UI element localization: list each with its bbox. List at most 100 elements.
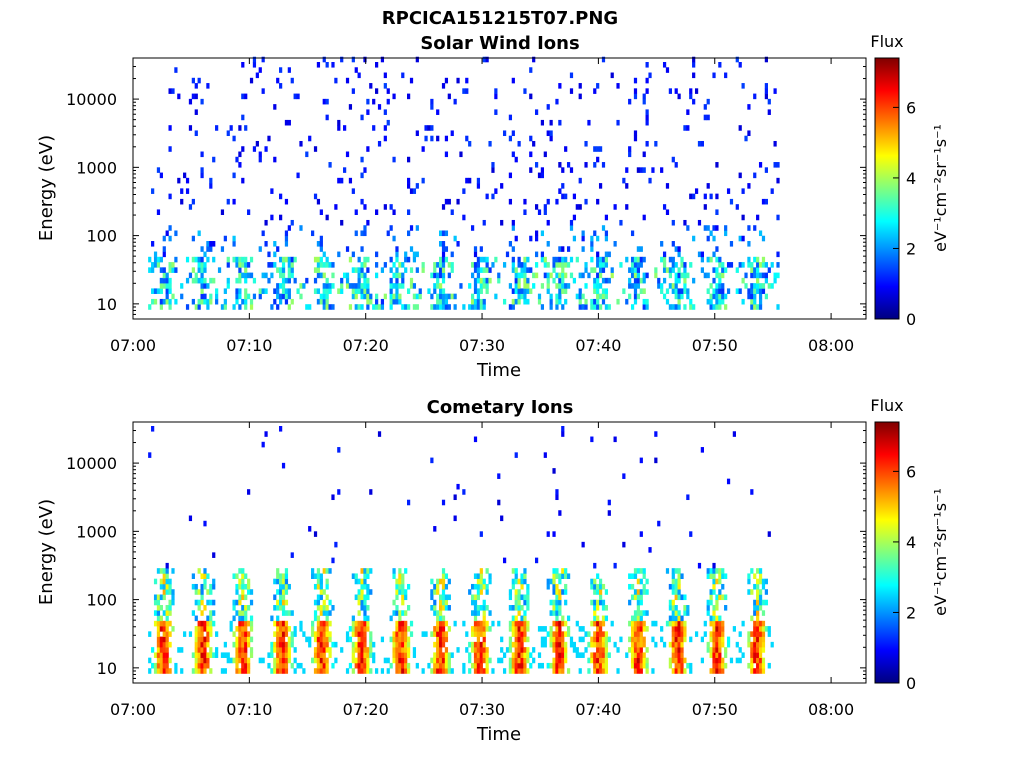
heatmap-cell bbox=[770, 188, 774, 194]
heatmap-cell bbox=[473, 267, 478, 273]
heatmap-cell bbox=[607, 499, 611, 506]
heatmap-cell bbox=[564, 256, 568, 263]
heatmap-cell bbox=[694, 88, 699, 94]
heatmap-cell bbox=[444, 198, 449, 205]
heatmap-cell bbox=[360, 641, 364, 648]
heatmap-cell bbox=[581, 246, 585, 252]
heatmap-cell bbox=[430, 98, 434, 105]
heatmap-cell bbox=[380, 668, 385, 674]
heatmap-cell bbox=[674, 615, 678, 622]
heatmap-cell bbox=[633, 93, 638, 100]
heatmap-cell bbox=[558, 578, 562, 585]
heatmap-cell bbox=[357, 277, 361, 284]
heatmap-cell bbox=[767, 109, 771, 115]
heatmap-cell bbox=[383, 293, 387, 300]
heatmap-cell bbox=[601, 293, 606, 300]
heatmap-cell bbox=[299, 225, 303, 231]
heatmap-cell bbox=[360, 662, 364, 669]
heatmap-cell bbox=[758, 662, 763, 669]
heatmap-cell bbox=[235, 652, 239, 658]
heatmap-cell bbox=[761, 668, 766, 674]
heatmap-cell bbox=[290, 662, 294, 669]
heatmap-cell bbox=[470, 583, 475, 590]
heatmap-cell bbox=[357, 578, 361, 585]
heatmap-cell bbox=[407, 183, 411, 189]
heatmap-cell bbox=[398, 668, 402, 674]
heatmap-cell bbox=[331, 557, 335, 564]
heatmap-cell bbox=[351, 641, 355, 648]
heatmap-cell bbox=[276, 568, 280, 574]
heatmap-cell bbox=[642, 583, 646, 590]
heatmap-cell bbox=[523, 636, 527, 643]
heatmap-cell bbox=[604, 647, 609, 653]
heatmap-cell bbox=[601, 620, 606, 627]
heatmap-cell bbox=[168, 146, 172, 152]
heatmap-cell bbox=[345, 277, 350, 284]
heatmap-cell bbox=[165, 610, 169, 616]
heatmap-cell bbox=[485, 647, 489, 653]
heatmap-cell bbox=[549, 610, 553, 616]
heatmap-cell bbox=[639, 657, 643, 664]
heatmap-cell bbox=[316, 641, 321, 648]
heatmap-cell bbox=[520, 293, 524, 300]
heatmap-cell bbox=[284, 647, 289, 653]
heatmap-cell bbox=[761, 657, 766, 664]
heatmap-cell bbox=[596, 304, 600, 310]
heatmap-cell bbox=[395, 662, 399, 669]
heatmap-cell bbox=[514, 626, 518, 632]
heatmap-cell bbox=[153, 578, 158, 585]
heatmap-cell bbox=[447, 605, 451, 611]
heatmap-cell bbox=[351, 626, 355, 632]
heatmap-cell bbox=[721, 293, 725, 300]
heatmap-cell bbox=[156, 256, 161, 263]
heatmap-cell bbox=[270, 652, 274, 658]
heatmap-cell bbox=[194, 272, 198, 279]
heatmap-cell bbox=[712, 568, 716, 574]
heatmap-cell bbox=[439, 599, 443, 606]
heatmap-cell bbox=[232, 198, 236, 205]
heatmap-cell bbox=[159, 626, 163, 632]
heatmap-cell bbox=[281, 610, 286, 616]
heatmap-cell bbox=[468, 283, 472, 289]
heatmap-cell bbox=[497, 620, 501, 627]
heatmap-cell bbox=[194, 304, 198, 310]
heatmap-cell bbox=[718, 62, 722, 68]
heatmap-cell bbox=[479, 641, 483, 648]
heatmap-cell bbox=[281, 262, 286, 268]
heatmap-cell bbox=[319, 594, 323, 601]
heatmap-cell bbox=[436, 304, 440, 310]
heatmap-cell bbox=[470, 647, 475, 653]
heatmap-cell bbox=[587, 641, 591, 648]
heatmap-cell bbox=[319, 246, 323, 252]
heatmap-cell bbox=[395, 288, 399, 294]
heatmap-cell bbox=[238, 594, 242, 601]
figure-filename-title: RPCICA151215T07.PNG bbox=[382, 8, 618, 29]
heatmap-cell bbox=[633, 130, 638, 137]
heatmap-cell bbox=[351, 288, 355, 294]
heatmap-cell bbox=[552, 657, 556, 664]
heatmap-cell bbox=[482, 631, 486, 637]
heatmap-cell bbox=[758, 578, 763, 585]
heatmap-cell bbox=[517, 288, 521, 294]
heatmap-cell bbox=[209, 293, 213, 300]
heatmap-cell bbox=[407, 626, 411, 632]
heatmap-cell bbox=[552, 641, 556, 648]
heatmap-cell bbox=[555, 494, 559, 501]
heatmap-cell bbox=[721, 620, 725, 627]
heatmap-cell bbox=[244, 594, 248, 601]
heatmap-cell bbox=[482, 304, 486, 310]
heatmap-cell bbox=[674, 88, 678, 94]
heatmap-cell bbox=[566, 631, 571, 637]
heatmap-cell bbox=[247, 668, 251, 674]
heatmap-cell bbox=[404, 568, 408, 574]
heatmap-cell bbox=[476, 256, 481, 263]
heatmap-cell bbox=[249, 615, 254, 622]
heatmap-cell bbox=[389, 225, 393, 231]
heatmap-cell bbox=[598, 283, 603, 289]
heatmap-cell bbox=[482, 657, 486, 664]
heatmap-cell bbox=[639, 647, 643, 653]
heatmap-cell bbox=[555, 594, 559, 601]
heatmap-cell bbox=[360, 657, 364, 664]
